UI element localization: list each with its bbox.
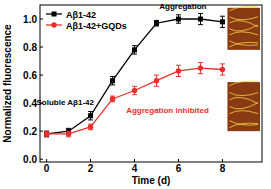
- legend-marker: [51, 22, 56, 27]
- data-point: [154, 78, 159, 83]
- x-tick: [46, 159, 47, 162]
- legend-label: Aβ1-42+GQDs: [66, 21, 127, 31]
- data-point: [220, 67, 225, 72]
- y-axis-label: Normalized fluorescence: [2, 24, 13, 143]
- error-bar: [44, 131, 49, 137]
- data-point: [110, 78, 115, 83]
- y-tick-label: 0.0: [23, 154, 37, 165]
- afm-fibril: [229, 123, 258, 128]
- afm-fibril: [229, 81, 258, 86]
- x-tick-label: 6: [176, 163, 182, 174]
- y-tick-label: 0.6: [23, 70, 37, 81]
- afm-background: [227, 8, 260, 50]
- error-bar: [110, 76, 115, 84]
- data-point: [88, 113, 93, 118]
- chart: 0.0 0.2 0.4 0.6 0.8 1.0 0 2 4 6 8 Time (d) Normalize…: [0, 0, 271, 189]
- legend-label: Aβ1-42: [66, 10, 96, 20]
- error-bar: [154, 20, 159, 26]
- afm-fibril: [229, 93, 258, 96]
- annotation: Soluble Aβ1-42: [37, 98, 95, 107]
- x-tick: [134, 159, 135, 162]
- data-point: [154, 21, 159, 26]
- afm-fibril: [229, 32, 258, 35]
- x-tick-label: 0: [44, 163, 50, 174]
- afm-fibril: [229, 17, 258, 20]
- legend-marker: [52, 12, 57, 17]
- data-point: [66, 131, 71, 136]
- data-point: [198, 17, 203, 22]
- series-line: [47, 19, 223, 134]
- data-point: [110, 96, 115, 101]
- legend: Aβ1-42Aβ1-42+GQDs: [46, 10, 127, 31]
- annotation: Aggregation inhibited: [126, 106, 209, 115]
- y-tick: [40, 159, 43, 160]
- error-bar: [132, 46, 137, 54]
- x-tick-label: 4: [132, 163, 138, 174]
- y-tick: [40, 47, 43, 48]
- y-tick-label: 0.8: [23, 42, 37, 53]
- x-tick-label: 2: [88, 163, 94, 174]
- error-bar: [176, 65, 181, 76]
- afm-fibril: [229, 21, 258, 27]
- data-group: [44, 13, 225, 136]
- afm-fibril: [229, 25, 258, 31]
- afm-background: [227, 82, 260, 131]
- plot-frame: [40, 5, 262, 162]
- error-bar: [66, 131, 71, 137]
- error-bar: [88, 112, 93, 120]
- data-point: [220, 19, 225, 24]
- error-bar: [198, 62, 203, 73]
- error-bar: [110, 96, 115, 102]
- x-tick-label: 8: [220, 163, 226, 174]
- data-point: [88, 124, 93, 129]
- data-point: [44, 131, 49, 136]
- x-tick: [90, 159, 91, 162]
- data-point: [132, 88, 137, 93]
- afm-fibril: [229, 103, 258, 109]
- afm-image-inhibited: [227, 81, 260, 131]
- annotation: Aggregation: [159, 2, 206, 11]
- error-bar: [44, 131, 49, 137]
- afm-fibril: [229, 6, 258, 11]
- error-bar: [88, 124, 93, 130]
- y-tick-label: 0.2: [23, 126, 37, 137]
- error-bar: [220, 16, 225, 27]
- data-point: [132, 47, 137, 52]
- data-point: [176, 17, 181, 22]
- error-bar: [198, 13, 203, 24]
- afm-image-aggregated: [227, 6, 260, 50]
- x-tick: [178, 159, 179, 162]
- error-bar: [132, 86, 137, 94]
- y-tick-label: 0.4: [23, 98, 37, 109]
- x-axis-label: Time (d): [132, 175, 171, 186]
- y-tick: [40, 19, 43, 20]
- y-tick-label: 1.0: [23, 14, 37, 25]
- error-bar: [220, 64, 225, 75]
- afm-fibril: [229, 42, 258, 47]
- data-point: [44, 131, 49, 136]
- error-bar: [176, 15, 181, 23]
- afm-fibril: [229, 111, 258, 114]
- y-tick: [40, 75, 43, 76]
- data-point: [198, 65, 203, 70]
- x-tick: [222, 159, 223, 162]
- y-tick: [40, 131, 43, 132]
- error-bar: [154, 75, 159, 86]
- afm-fibril: [229, 97, 258, 103]
- data-point: [176, 68, 181, 73]
